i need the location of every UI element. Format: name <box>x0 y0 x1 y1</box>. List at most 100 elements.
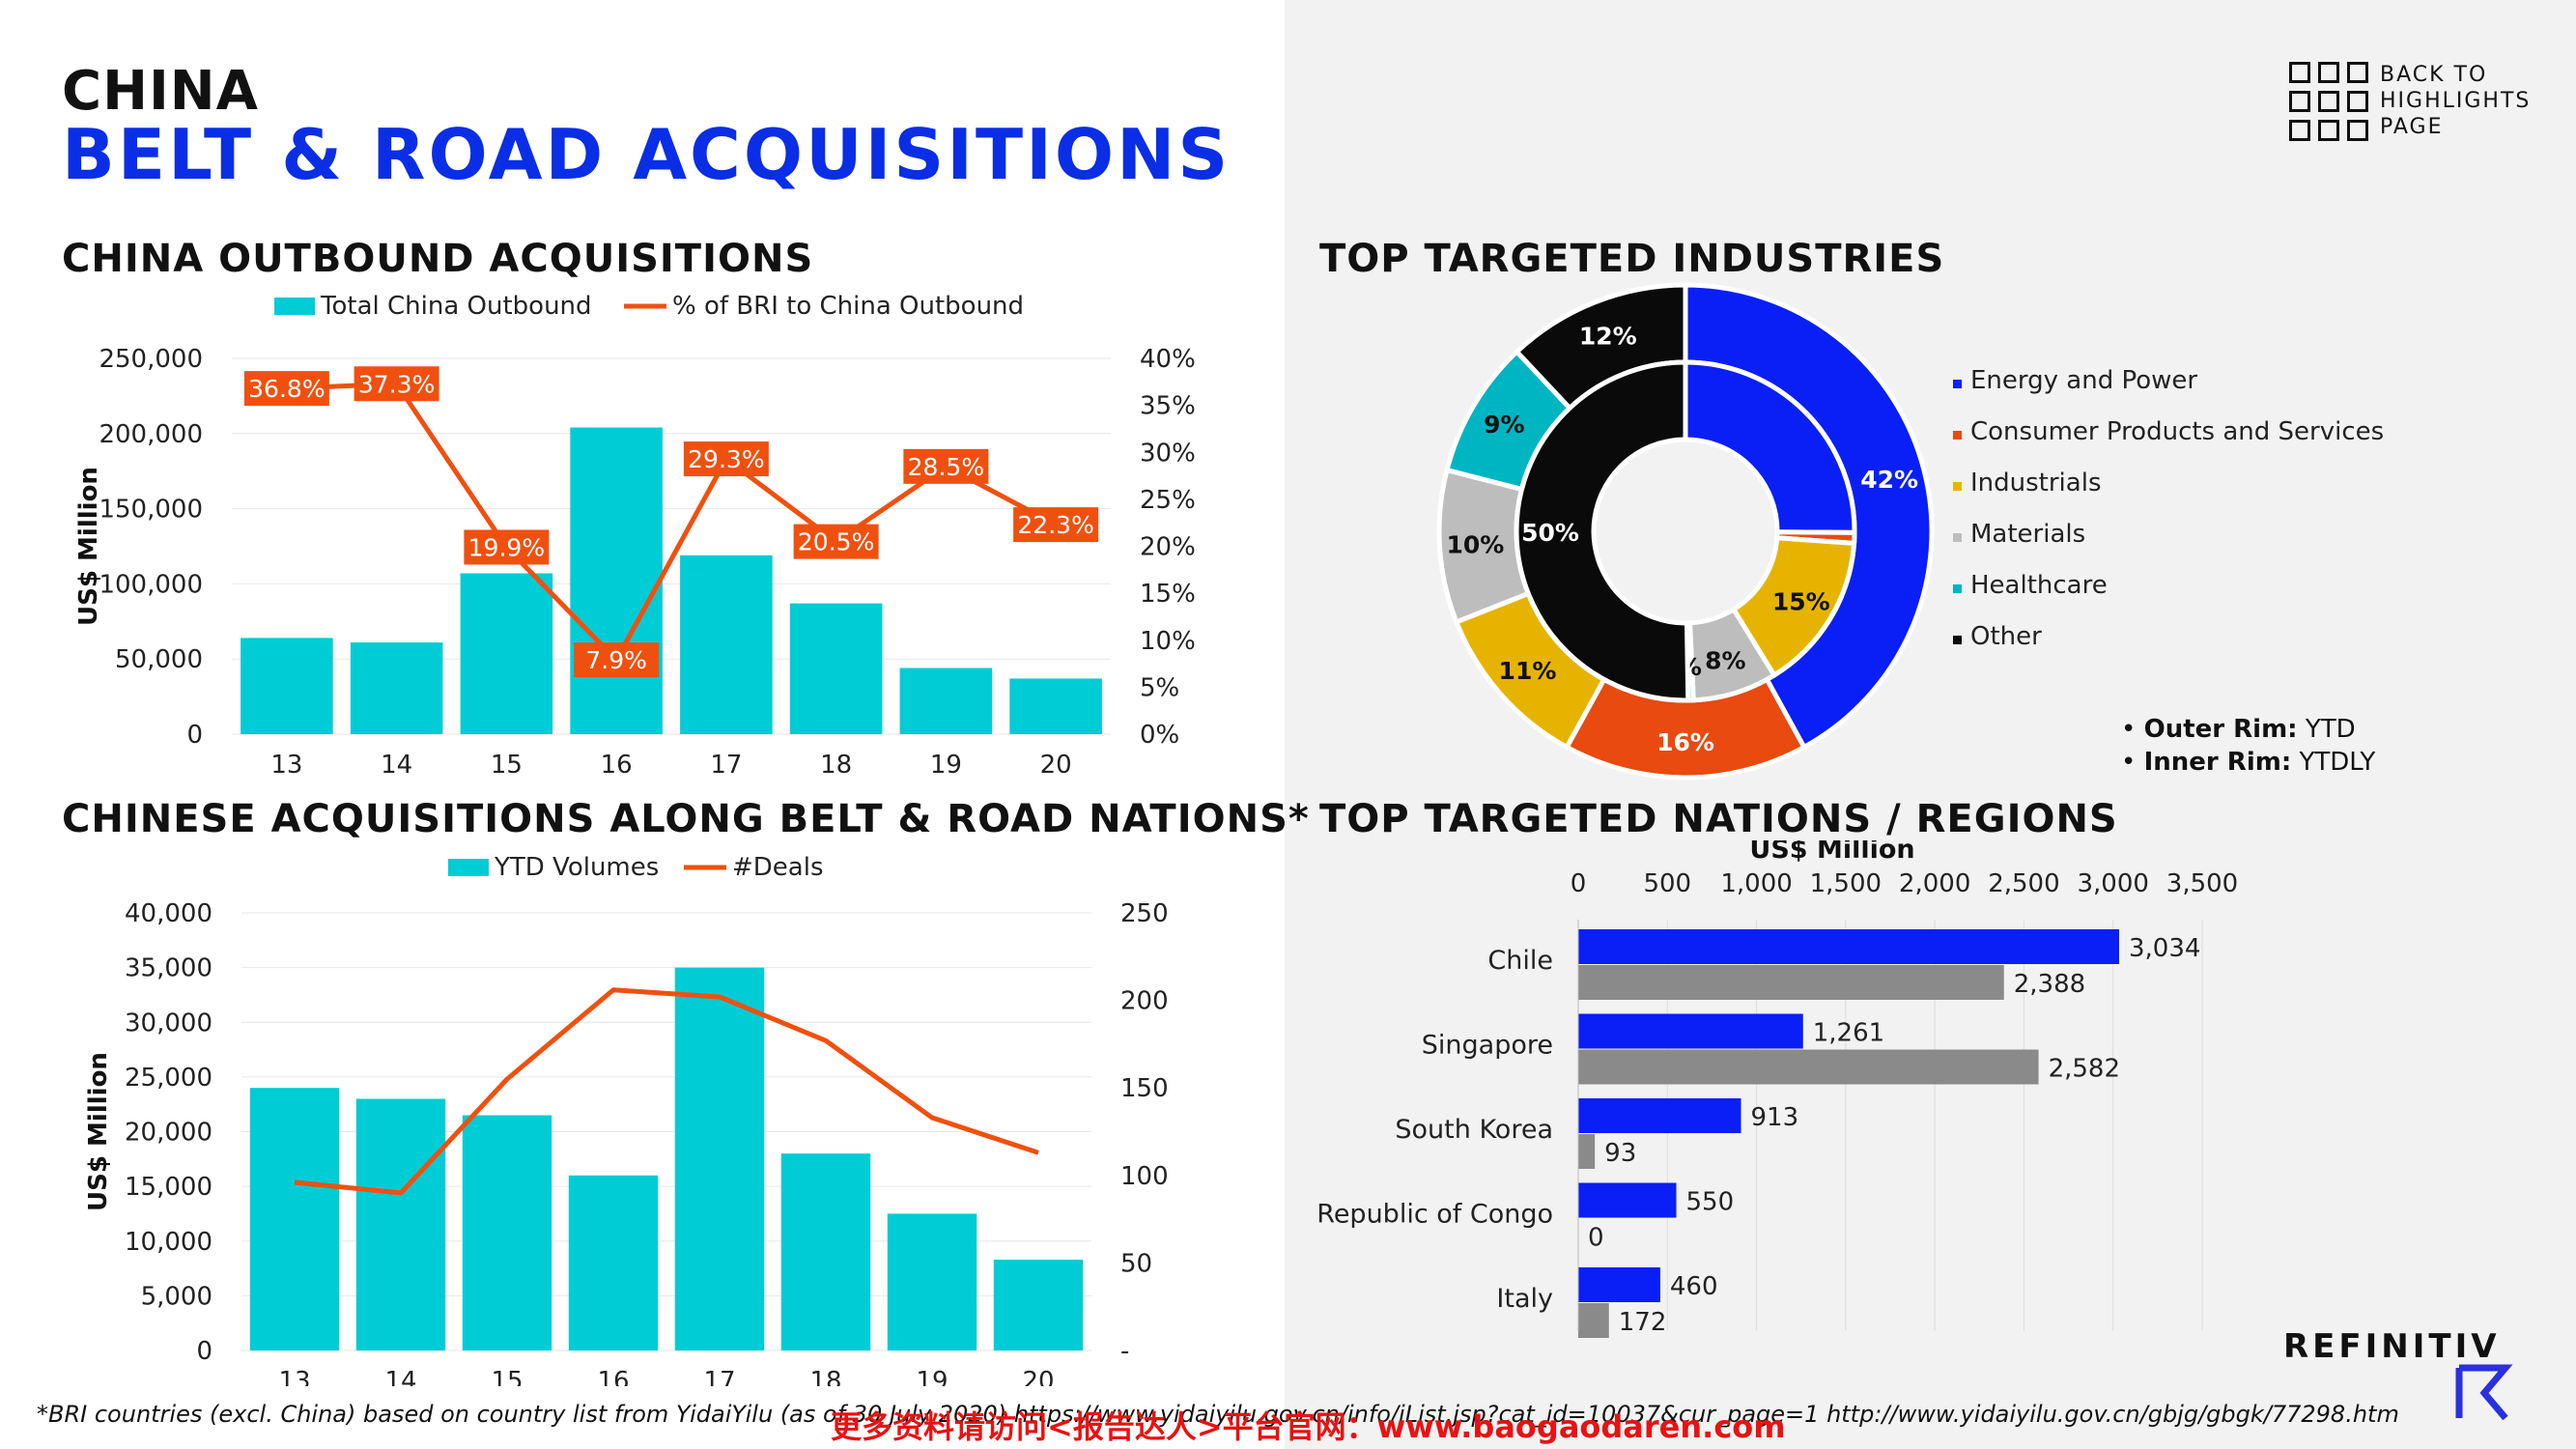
y2-tick-label: 25% <box>1140 486 1196 515</box>
series-line <box>286 381 1058 663</box>
footnote: *BRI countries (excl. China) based on co… <box>37 1401 2399 1428</box>
data-label: 93 <box>1604 1139 1636 1168</box>
back-link-line-2: HIGHLIGHTS <box>2380 89 2532 113</box>
x-tick-label: 13 <box>270 751 302 780</box>
y-tick-label: 200,000 <box>99 420 203 449</box>
bar <box>241 638 333 734</box>
bar <box>674 967 765 1350</box>
y2-tick-label: 10% <box>1140 627 1196 656</box>
refinitiv-logo: REFINITIV <box>2283 1327 2513 1421</box>
legend-swatch-bar <box>274 298 315 315</box>
back-link-line-1: BACK TO <box>2380 63 2488 87</box>
y-tick-label: 150,000 <box>99 496 203 525</box>
page-subtitle: BELT & ROAD ACQUISITIONS <box>62 114 1231 195</box>
x-tick-label: 2,500 <box>1988 869 2059 898</box>
y-axis-label: US$ Million <box>84 1052 113 1211</box>
bar <box>1578 1267 1660 1302</box>
x-tick-label: 18 <box>820 751 852 780</box>
data-label: 2,582 <box>2049 1055 2120 1084</box>
bar <box>993 1260 1084 1350</box>
outer-rim-value: YTD <box>2305 715 2356 744</box>
y-tick-label: 5,000 <box>141 1282 212 1311</box>
donut-label: 50% <box>1521 519 1579 547</box>
bar <box>462 1115 552 1350</box>
x-tick-label: 14 <box>381 751 412 780</box>
data-label: 22.3% <box>1017 511 1093 539</box>
y2-tick-label: 30% <box>1140 439 1196 468</box>
data-label-box <box>793 524 879 559</box>
category-label: Republic of Congo <box>1316 1200 1553 1230</box>
rim-legend: • Outer Rim: YTD • Inner Rim: YTDLY <box>2121 713 2375 779</box>
bar <box>1578 1134 1596 1169</box>
bar <box>350 642 443 734</box>
y-tick-label: 20,000 <box>125 1119 212 1148</box>
data-label: 172 <box>1619 1308 1667 1337</box>
refinitiv-mark-icon <box>2455 1364 2513 1421</box>
y2-tick-label: 35% <box>1140 392 1196 421</box>
belt-road-chart: 0 5,000 10,000 15,000 20,000 25,000 30,000 35,0… <box>84 853 1169 1386</box>
category-label: South Korea <box>1395 1115 1553 1145</box>
bar <box>355 1098 446 1350</box>
category-label: Italy <box>1496 1284 1553 1314</box>
back-link-line-3: PAGE <box>2380 115 2444 139</box>
data-label-box <box>574 642 660 678</box>
x-tick-label: 500 <box>1643 869 1691 898</box>
nations-bar-chart: US$ Million 0 500 1,000 1,500 2,000 2,500 3,000… <box>1316 840 2238 1338</box>
bar <box>899 668 993 734</box>
y-tick-label: 0 <box>196 1337 212 1366</box>
page-title: CHINA <box>62 60 260 123</box>
x-axis-label: US$ Million <box>1749 840 1914 865</box>
data-label: 19.9% <box>468 533 545 561</box>
data-label: 36.8% <box>248 375 325 403</box>
legend-swatch <box>1953 380 1962 388</box>
x-tick-label: 20 <box>1022 1367 1054 1386</box>
bar <box>789 603 883 734</box>
bar <box>249 1088 340 1350</box>
legend-swatch <box>1953 533 1962 542</box>
y2-tick-label: 150 <box>1120 1074 1169 1103</box>
y-tick-label: 40,000 <box>125 899 212 928</box>
donut-label: 10% <box>1447 531 1505 559</box>
inner-rim-value: YTDLY <box>2299 748 2376 777</box>
bar <box>780 1153 871 1350</box>
x-tick-label: 1,500 <box>1810 869 1882 898</box>
outbound-section-title: CHINA OUTBOUND ACQUISITIONS <box>62 237 814 281</box>
y-tick-label: 35,000 <box>125 954 212 983</box>
x-tick-label: 3,000 <box>2077 869 2148 898</box>
donut-label: 11% <box>1499 657 1557 685</box>
legend-swatch <box>1953 636 1962 644</box>
x-tick-label: 16 <box>597 1367 629 1386</box>
donut-label: 15% <box>1772 588 1830 616</box>
y2-tick-label: 0% <box>1140 721 1179 750</box>
y2-tick-label: 100 <box>1120 1162 1169 1191</box>
donut-slice <box>1514 359 1691 703</box>
bar <box>1578 965 2004 1000</box>
y-tick-label: 50,000 <box>115 645 203 674</box>
bar <box>1578 1098 1741 1133</box>
data-label-box <box>1013 507 1099 543</box>
data-label: 0 <box>1588 1224 1604 1253</box>
legend-swatch <box>1953 584 1962 593</box>
data-label: 29.3% <box>688 445 764 473</box>
watermark-text: 更多资料请访问<报告达人>平台官网：www.baogaodaren.com <box>831 1408 1786 1445</box>
data-label: 2,388 <box>2014 970 2085 999</box>
data-label: 37.3% <box>358 370 435 398</box>
bar <box>568 1175 659 1350</box>
bar <box>887 1213 977 1350</box>
data-label: 460 <box>1670 1272 1718 1301</box>
legend-label: Materials <box>1970 520 2085 549</box>
y2-tick-label: 40% <box>1140 345 1196 374</box>
back-to-highlights-link[interactable]: BACK TO HIGHLIGHTS PAGE <box>2289 62 2531 141</box>
data-label: 28.5% <box>908 453 984 481</box>
y-tick-label: 25,000 <box>125 1064 212 1093</box>
data-label: 550 <box>1686 1188 1735 1217</box>
bar <box>1578 1013 1803 1049</box>
legend-label: Other <box>1970 622 2042 651</box>
inner-rim-note: • Inner Rim: YTDLY <box>2121 748 2376 777</box>
donut-label: 16% <box>1656 728 1714 756</box>
bar <box>570 427 663 734</box>
data-label-box <box>903 448 989 484</box>
bar <box>1578 929 2119 964</box>
x-tick-label: 20 <box>1040 751 1072 780</box>
series-line <box>294 987 1039 1196</box>
